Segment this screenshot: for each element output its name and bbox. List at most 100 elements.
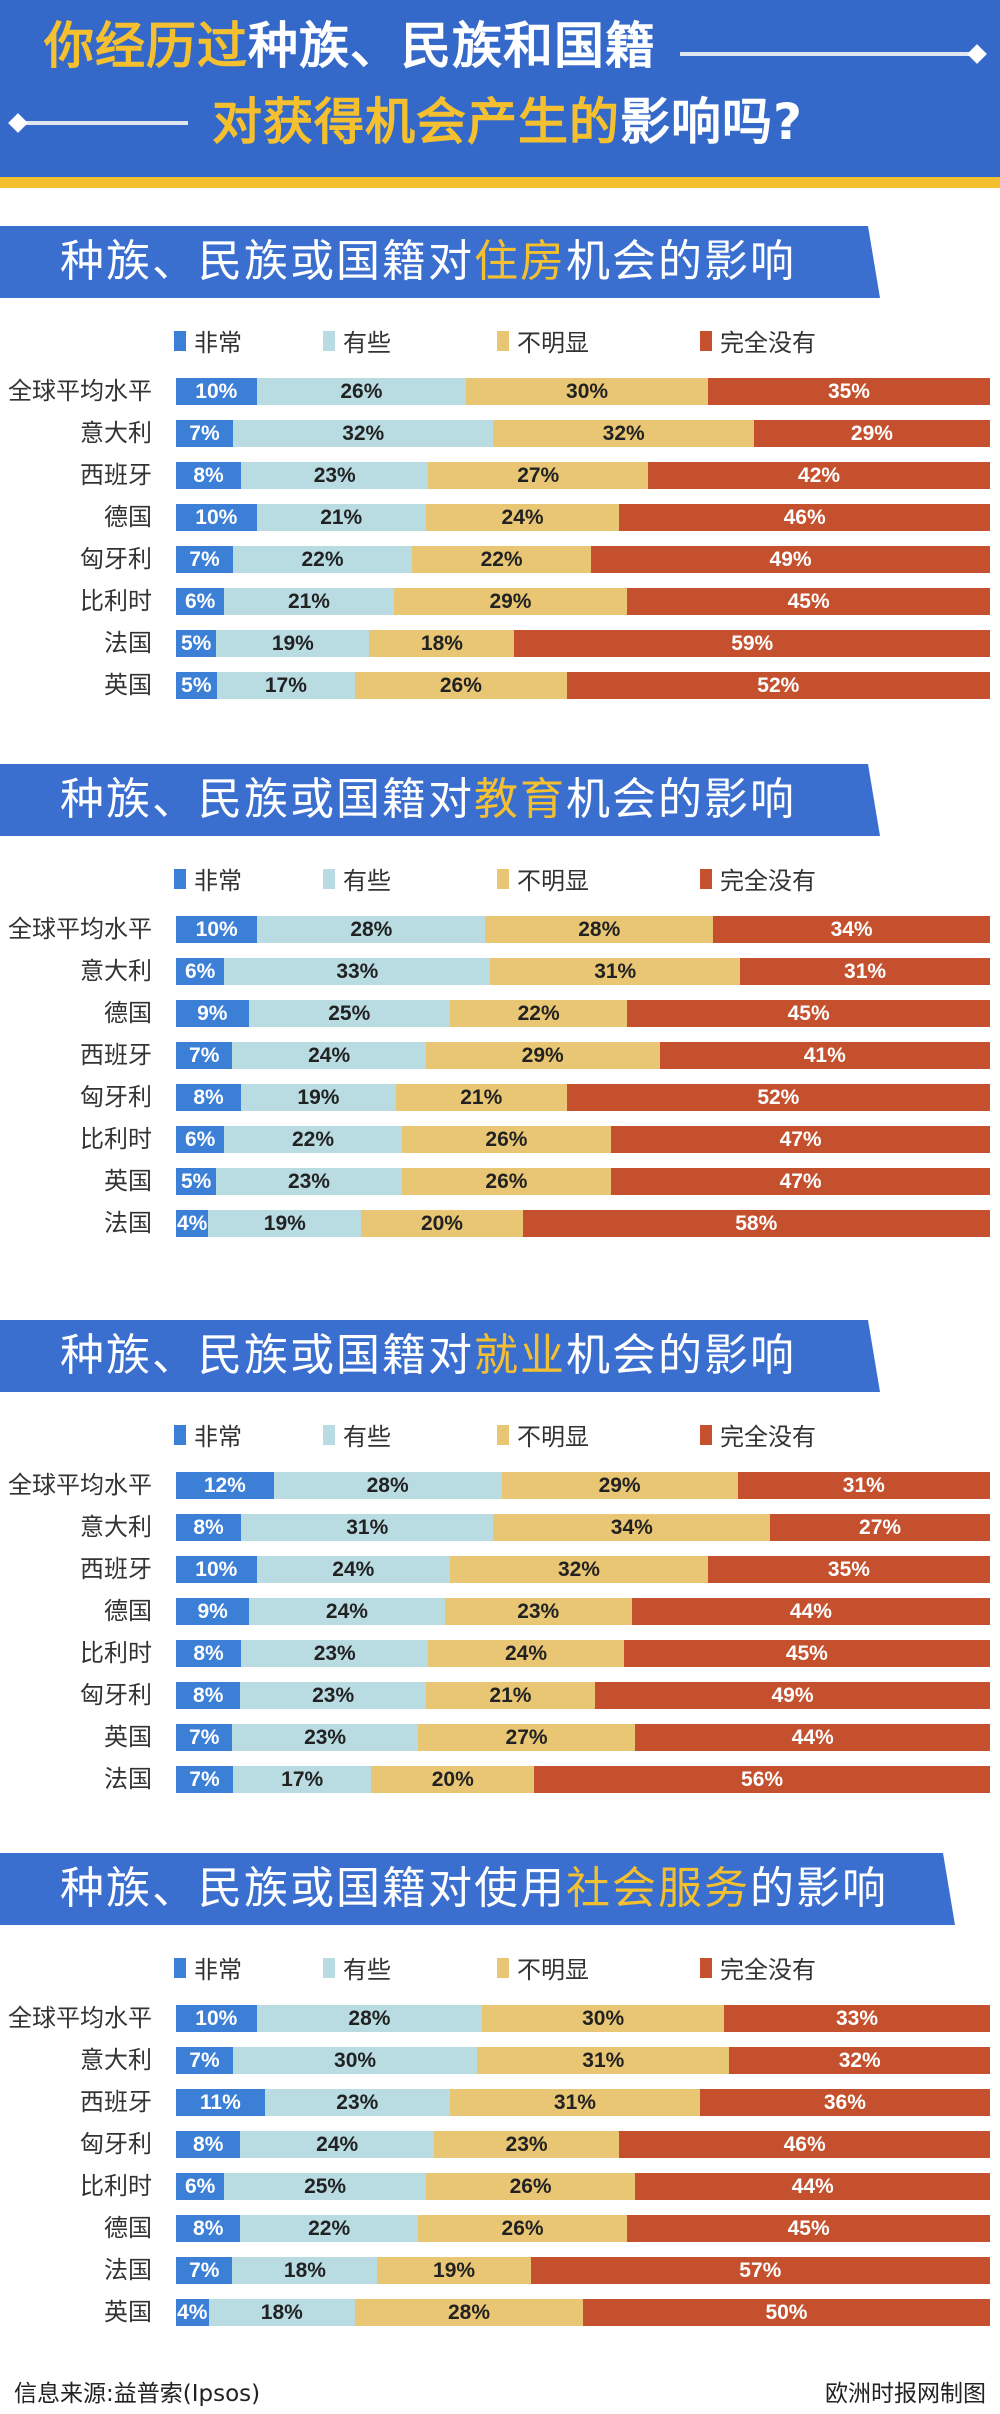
data-label: 23% [312,1683,355,1707]
data-label: 21% [287,589,330,613]
category-label: 法国 [104,2256,152,2284]
legend-item: 非常 [174,861,242,896]
category-label: 法国 [104,1765,152,1793]
segment-none: 59% [514,630,990,657]
legend-item: 非常 [174,323,242,358]
segment-very: 12% [176,1472,274,1499]
segment-some: 26% [256,378,467,405]
legend-label: 有些 [343,329,391,357]
segment-very: 9% [176,1000,249,1027]
legend-label: 不明显 [517,1423,589,1451]
chart-title-banner: 种族、民族或国籍对教育机会的影响 [0,764,880,836]
data-label: 45% [785,1641,828,1665]
chart-legend: 非常 有些 不明显 完全没有 [0,1950,1000,1984]
bar-row: 英国 4% 18% 28% 50% [0,2298,1000,2326]
segment-none: 47% [611,1126,990,1153]
segment-not-obvious: 29% [425,1042,660,1069]
legend-swatch [323,868,335,889]
segment-very: 4% [176,2299,209,2326]
bar-row: 英国 5% 17% 26% 52% [0,671,1000,699]
segment-none: 45% [627,588,990,615]
chart-title-suffix: 的影响 [750,1863,888,1914]
data-label: 31% [582,2048,625,2072]
bar-row: 西班牙 8% 23% 27% 42% [0,461,1000,489]
data-label: 31% [553,2090,596,2114]
data-label: 26% [439,673,482,697]
segment-not-obvious: 19% [377,2257,531,2284]
segment-none: 44% [631,1598,990,1625]
segment-not-obvious: 26% [401,1168,612,1195]
category-label: 全球平均水平 [8,377,152,405]
data-label: 28% [578,917,621,941]
stacked-bar: 5% 19% 18% 59% [176,630,990,657]
chart-legend: 非常 有些 不明显 完全没有 [0,323,1000,357]
source-note: 信息来源:益普索(Ipsos) [14,2381,261,2407]
stacked-bar: 4% 19% 20% 58% [176,1210,990,1237]
data-label: 19% [271,631,314,655]
legend-swatch [700,1424,712,1445]
segment-none: 35% [707,1556,990,1583]
legend-swatch [700,330,712,351]
segment-very: 5% [176,1168,217,1195]
segment-none: 49% [595,1682,990,1709]
legend-item: 不明显 [497,861,589,896]
data-label: 27% [859,1515,902,1539]
chart-section: 种族、民族或国籍对就业机会的影响 非常 有些 不明显 完全没有 全球平均水平 12% 28… [0,1320,1000,1820]
data-label: 44% [789,1599,832,1623]
bar-row: 西班牙 7% 24% 29% 41% [0,1041,1000,1069]
segment-not-obvious: 21% [425,1682,596,1709]
bar-row: 匈牙利 8% 24% 23% 46% [0,2130,1000,2158]
segment-not-obvious: 26% [425,2173,636,2200]
data-label: 49% [771,1683,814,1707]
legend-label: 不明显 [517,867,589,895]
category-label: 法国 [104,629,152,657]
stacked-bar: 6% 21% 29% 45% [176,588,990,615]
legend-item: 有些 [323,323,391,358]
legend-item: 非常 [174,1417,242,1452]
segment-some: 23% [216,1168,402,1195]
category-label: 英国 [104,1167,152,1195]
data-label: 23% [287,1169,330,1193]
segment-some: 30% [232,2047,478,2074]
data-label: 8% [193,2132,224,2156]
bar-row: 西班牙 10% 24% 32% 35% [0,1555,1000,1583]
data-label: 17% [264,673,307,697]
data-label: 29% [489,589,532,613]
chart-title-highlight: 就业 [474,1330,566,1381]
segment-very: 6% [176,1126,225,1153]
category-label: 意大利 [80,1513,152,1541]
data-label: 52% [757,1085,800,1109]
data-label: 34% [830,917,873,941]
segment-some: 24% [249,1598,445,1625]
chart-title-highlight: 住房 [474,236,566,287]
data-label: 10% [195,917,238,941]
data-label: 24% [316,2132,359,2156]
data-label: 26% [485,1127,528,1151]
data-label: 27% [517,463,560,487]
header-banner: 你经历过种族、民族和国籍 对获得机会产生的影响吗? [0,0,1000,177]
data-label: 23% [313,1641,356,1665]
data-label: 7% [189,421,220,445]
decorative-line [20,121,188,125]
segment-some: 21% [224,588,394,615]
data-label: 8% [193,1515,224,1539]
category-label: 意大利 [80,957,152,985]
legend-swatch [174,868,186,889]
legend-item: 不明显 [497,1417,589,1452]
bar-row: 匈牙利 7% 22% 22% 49% [0,545,1000,573]
data-label: 7% [189,2258,220,2282]
segment-not-obvious: 30% [466,378,708,405]
bar-row: 比利时 6% 21% 29% 45% [0,587,1000,615]
data-label: 33% [336,959,379,983]
chart-title: 种族、民族或国籍对就业机会的影响 [60,1320,796,1392]
stacked-bar: 8% 22% 26% 45% [176,2215,990,2242]
title-text: 影响吗? [620,93,804,151]
data-label: 20% [420,1211,463,1235]
data-label: 59% [731,631,774,655]
data-label: 44% [791,1725,834,1749]
stacked-bar: 10% 24% 32% 35% [176,1556,990,1583]
data-label: 19% [297,1085,340,1109]
data-label: 25% [304,2174,347,2198]
segment-very: 10% [176,1556,257,1583]
segment-none: 31% [737,1472,990,1499]
